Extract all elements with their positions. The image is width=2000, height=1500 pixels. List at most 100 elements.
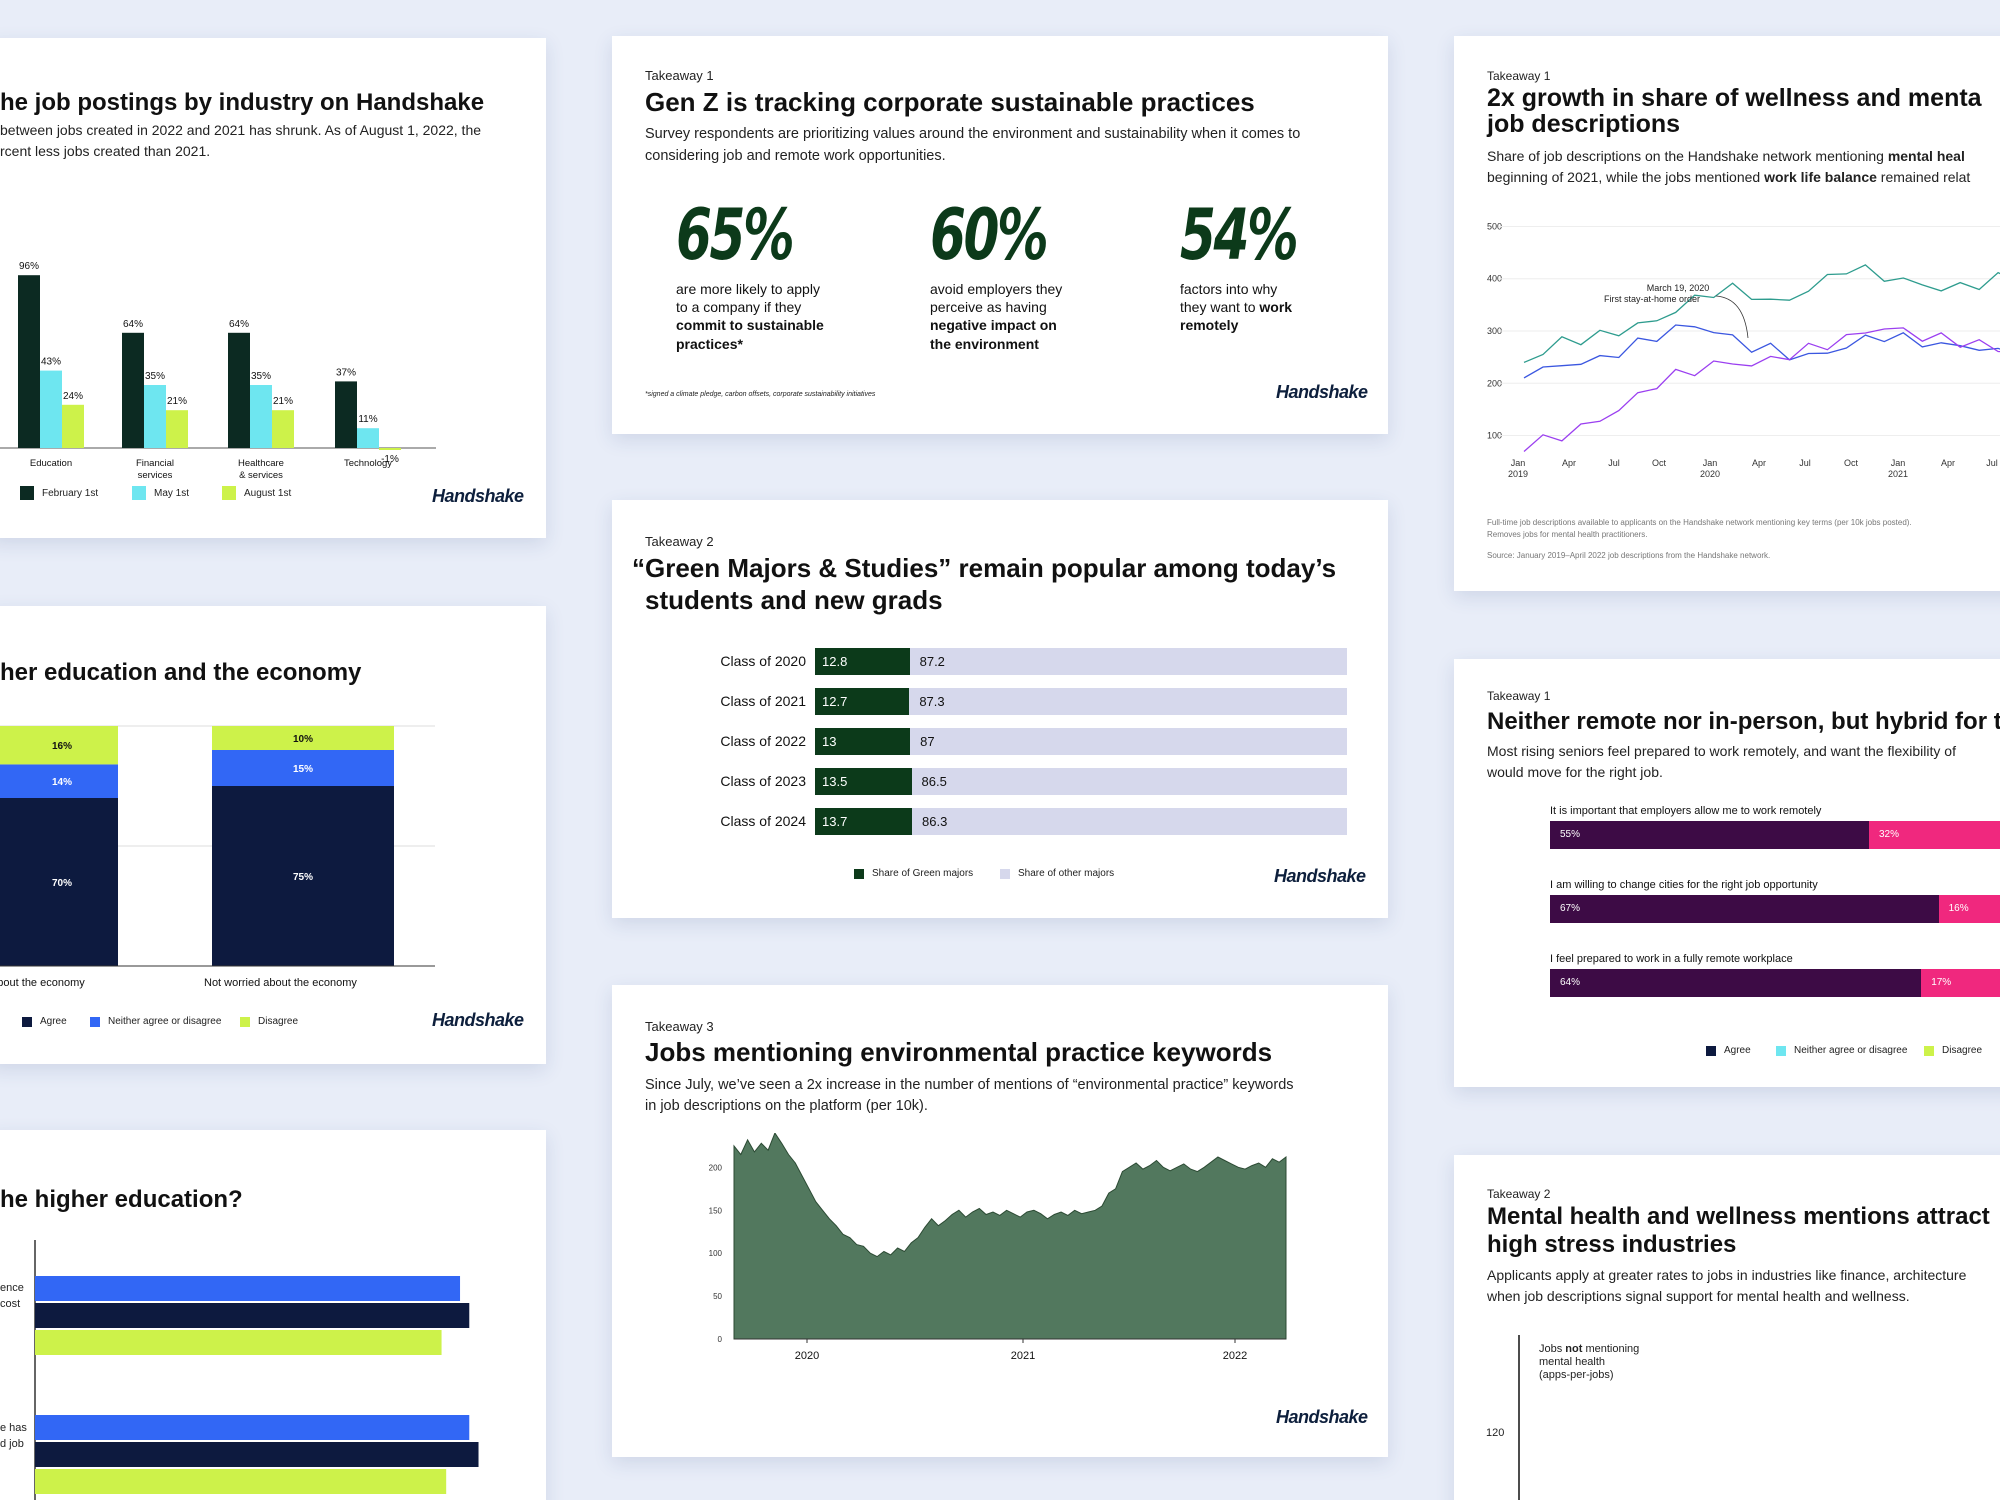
card-wellness-mentions: Takeaway 1 2x growth in share of wellnes… bbox=[1454, 36, 2000, 591]
card8-subtitle-2: would move for the right job. bbox=[1487, 764, 1663, 780]
card-industry-postings: he job postings by industry on Handshake… bbox=[0, 38, 546, 538]
other-share-bar: 87 bbox=[910, 728, 1347, 755]
x-tick: Oct bbox=[1844, 458, 1859, 468]
x-tick: 2020 bbox=[795, 1350, 819, 1362]
stat-value: 60% bbox=[930, 194, 1049, 276]
stat-value: 65% bbox=[676, 194, 795, 276]
card5-title-2: students and new grads bbox=[645, 585, 943, 615]
annotation-date: March 19, 2020 bbox=[1647, 283, 1710, 293]
card9-subtitle-1: Applicants apply at greater rates to job… bbox=[1487, 1267, 1967, 1283]
bar bbox=[357, 428, 379, 448]
legend-swatch bbox=[20, 486, 34, 500]
card9-title-1: Mental health and wellness mentions attr… bbox=[1487, 1203, 1990, 1230]
card6-subtitle-2: in job descriptions on the platform (per… bbox=[645, 1098, 928, 1114]
card2-title: her education and the economy bbox=[0, 659, 362, 686]
legend-disagree: Disagree bbox=[1924, 1045, 1982, 1056]
card-higher-education: he higher education? ence cost e has d j… bbox=[0, 1130, 546, 1500]
legend-swatch bbox=[1776, 1045, 1786, 1056]
stat-line: are more likely to apply bbox=[676, 281, 820, 297]
y-tick: 200 bbox=[709, 1163, 723, 1172]
green-majors-row: Class of 2021 12.7 87.3 bbox=[612, 688, 1388, 715]
bar bbox=[35, 1415, 470, 1440]
bar bbox=[62, 404, 84, 448]
green-majors-row: Class of 2022 13 87 bbox=[612, 728, 1388, 755]
card7-subtitle-2: beginning of 2021, while the jobs mentio… bbox=[1487, 167, 1970, 188]
legend-label: Disagree bbox=[1942, 1045, 1983, 1056]
legend-neither: Neither agree or disagree bbox=[90, 1016, 221, 1027]
cat2-label-2: d job bbox=[0, 1438, 24, 1450]
bar bbox=[228, 332, 250, 448]
stacked-segment bbox=[0, 764, 118, 798]
card6-title: Jobs mentioning environmental practice k… bbox=[645, 1037, 1273, 1067]
data-label: 35% bbox=[145, 371, 165, 382]
stat-desc: are more likely to apply to a company if… bbox=[676, 280, 846, 353]
x-tick: 2021 bbox=[1011, 1350, 1035, 1362]
line-series bbox=[1523, 324, 2000, 379]
card7-title-2: job descriptions bbox=[1487, 110, 1681, 138]
cat1-label-1: ence bbox=[0, 1282, 24, 1294]
y-tick: 200 bbox=[1487, 378, 1502, 388]
data-label: 35% bbox=[251, 371, 271, 382]
card5-title-1: “Green Majors & Studies” remain popular … bbox=[632, 553, 1337, 583]
card4-takeaway: Takeaway 1 bbox=[645, 68, 714, 83]
bold: not bbox=[1565, 1343, 1583, 1355]
y-tick: 100 bbox=[709, 1249, 723, 1258]
x-tick-year: 2019 bbox=[1508, 469, 1528, 479]
row-label: Class of 2023 bbox=[720, 773, 806, 789]
stat-bold: work bbox=[1259, 299, 1293, 316]
row-label: Class of 2020 bbox=[720, 653, 806, 669]
hybrid-row: It is important that employers allow me … bbox=[1454, 805, 2000, 865]
bar bbox=[40, 370, 62, 448]
y-tick: 100 bbox=[1487, 431, 1502, 441]
y-tick: 300 bbox=[1487, 326, 1502, 336]
legend-swatch bbox=[222, 486, 236, 500]
y-tick: 0 bbox=[718, 1335, 723, 1344]
stat-line: avoid employers they bbox=[930, 281, 1063, 297]
hybrid-row: I feel prepared to work in a fully remot… bbox=[1454, 953, 2000, 1013]
segment-label: 75% bbox=[293, 872, 313, 883]
question-label: I feel prepared to work in a fully remot… bbox=[1550, 953, 1793, 965]
card8-subtitle-1: Most rising seniors feel prepared to wor… bbox=[1487, 743, 1956, 759]
data-label: 37% bbox=[336, 367, 356, 378]
legend-label: Agree bbox=[1724, 1045, 1751, 1056]
card7-takeaway: Takeaway 1 bbox=[1487, 69, 1551, 83]
handshake-logo: Handshake bbox=[1276, 1407, 1368, 1427]
legend-swatch bbox=[854, 868, 864, 879]
bar bbox=[35, 1330, 442, 1355]
higher-education-chart bbox=[34, 1240, 479, 1500]
x-tick: Jul bbox=[1986, 458, 1998, 468]
data-label: 64% bbox=[123, 319, 143, 330]
card4-subtitle-2: considering job and remote work opportun… bbox=[645, 148, 946, 164]
bar bbox=[18, 275, 40, 448]
agree-bar: 64% bbox=[1550, 969, 1922, 997]
green-share-bar: 13 bbox=[815, 728, 911, 755]
bar bbox=[144, 385, 166, 448]
legend-label: Agree bbox=[40, 1016, 67, 1027]
x-tick-year: 2020 bbox=[1700, 469, 1720, 479]
legend-other: Share of other majors bbox=[1000, 868, 1114, 879]
card6-takeaway: Takeaway 3 bbox=[645, 1019, 714, 1034]
green-majors-chart: Class of 2020 12.8 87.2 Class of 2021 12.7 87… bbox=[612, 648, 1388, 848]
category-label: Healthcare bbox=[238, 458, 284, 469]
card4-footnote: *signed a climate pledge, carbon offsets… bbox=[645, 391, 876, 398]
x-tick: Jan bbox=[1703, 458, 1718, 468]
legend-label: May 1st bbox=[154, 487, 190, 499]
mental-health-chart: 100120 bbox=[1486, 1335, 1520, 1500]
other-share-bar: 86.3 bbox=[912, 808, 1347, 835]
stacked-segment bbox=[212, 726, 394, 750]
x-tick: Jul bbox=[1608, 458, 1620, 468]
stat-54: 54% factors into why they want to work r… bbox=[1180, 200, 1350, 335]
other-share-bar: 87.2 bbox=[909, 648, 1347, 675]
green-majors-row: Class of 2024 13.7 86.3 bbox=[612, 808, 1388, 835]
legend-green: Share of Green majors bbox=[854, 868, 973, 879]
legend-swatch bbox=[1924, 1045, 1934, 1056]
category-label: Education bbox=[30, 458, 72, 469]
data-label: 64% bbox=[229, 319, 249, 330]
stat-desc: avoid employers they perceive as having … bbox=[930, 280, 1100, 353]
stat-line: the environment bbox=[930, 335, 1039, 352]
legend-swatch bbox=[1706, 1045, 1716, 1056]
card1-subtitle-1: between jobs created in 2022 and 2021 ha… bbox=[0, 122, 482, 138]
legend-swatch bbox=[22, 1016, 32, 1027]
hybrid-row: I am willing to change cities for the ri… bbox=[1454, 879, 2000, 939]
